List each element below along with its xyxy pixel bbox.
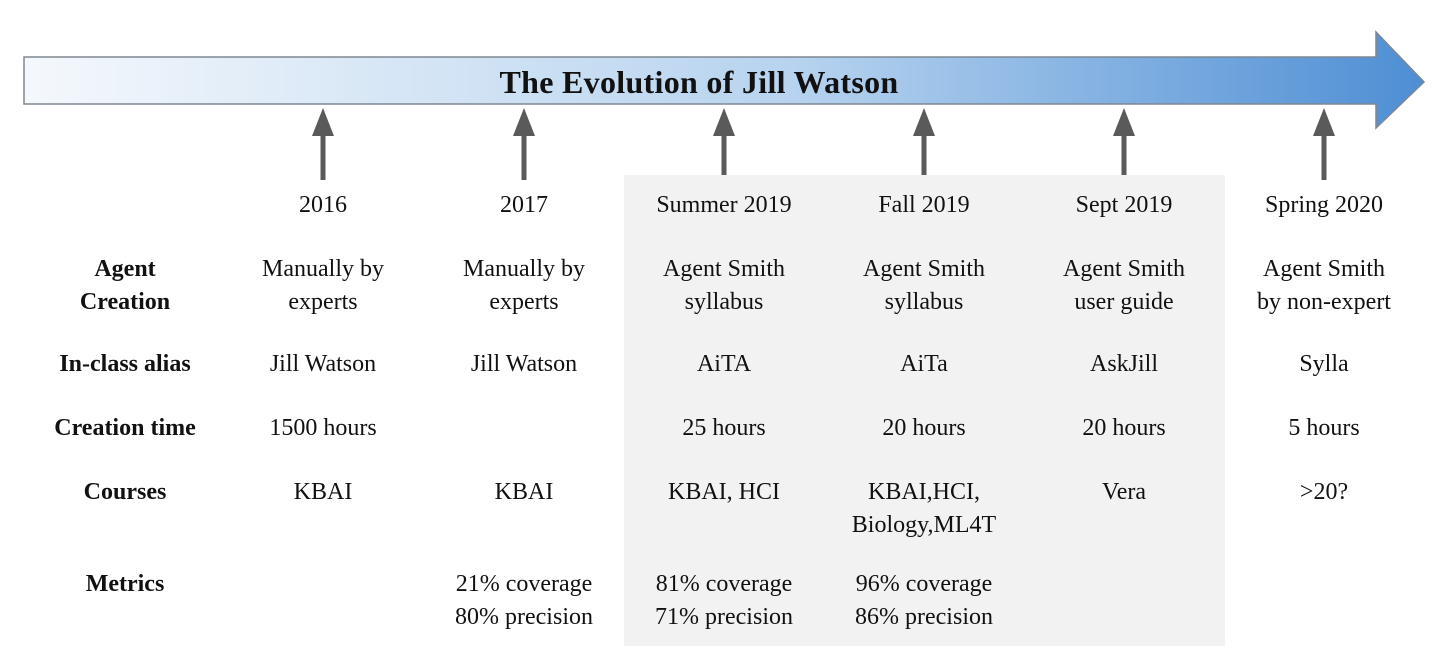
milestone-metrics: 21% coverage <box>455 571 593 597</box>
milestone-date: Sept 2019 <box>1075 192 1173 218</box>
milestone-pointer-arrow <box>1313 108 1335 180</box>
milestone-agent-creation: Agent Smith <box>862 256 985 282</box>
milestone-pointer-head <box>713 108 735 136</box>
milestone-pointer-arrow <box>312 108 334 180</box>
milestone-creation-time: 20 hours <box>882 415 966 441</box>
milestone-pointer-head <box>1113 108 1135 136</box>
milestone-pointer-shaft <box>320 132 326 180</box>
milestone-agent-creation: user guide <box>1074 289 1174 315</box>
milestone-pointer-head <box>913 108 935 136</box>
milestone-agent-creation: Manually by <box>463 256 585 282</box>
milestone-pointer-head <box>1313 108 1335 136</box>
row-label-metrics: Metrics <box>85 571 165 597</box>
milestone-date: 2017 <box>500 192 548 218</box>
milestone-date: Spring 2020 <box>1264 192 1383 218</box>
milestone-pointer-arrow <box>713 108 735 180</box>
milestone-courses: Vera <box>1102 479 1146 505</box>
milestone-alias: Sylla <box>1299 351 1349 377</box>
milestone-pointer-head <box>513 108 535 136</box>
milestone-alias: Jill Watson <box>269 351 377 377</box>
milestone-agent-creation: syllabus <box>684 289 764 315</box>
row-label-courses: Courses <box>83 479 167 505</box>
milestone-metrics: 71% precision <box>655 604 793 630</box>
recent-versions-highlight <box>624 175 1225 646</box>
milestone-courses: KBAI <box>494 479 554 505</box>
milestone-pointer-shaft <box>721 132 727 180</box>
milestone-date: 2016 <box>299 192 347 218</box>
milestone-pointer-arrow <box>513 108 535 180</box>
row-label-creation-time: Creation time <box>54 415 196 441</box>
milestone-agent-creation: Agent Smith <box>1262 256 1385 282</box>
milestone-creation-time: 20 hours <box>1082 415 1166 441</box>
milestone-courses: Biology,ML4T <box>851 512 997 538</box>
milestone-agent-creation: Agent Smith <box>662 256 785 282</box>
milestone-alias: AiTa <box>900 351 948 377</box>
milestone-courses: KBAI <box>293 479 353 505</box>
milestone-agent-creation: Manually by <box>262 256 384 282</box>
milestone-agent-creation: experts <box>489 289 559 315</box>
milestone-pointer-shaft <box>521 132 527 180</box>
milestone-pointer-arrow <box>913 108 935 180</box>
milestone-agent-creation: syllabus <box>884 289 964 315</box>
milestone-agent-creation: by non-expert <box>1257 289 1391 315</box>
milestone-alias: AskJill <box>1089 351 1158 377</box>
milestone-pointer-shaft <box>1121 132 1127 180</box>
milestone-pointer-head <box>312 108 334 136</box>
row-label-agent-creation: Agent Creation <box>20 253 230 319</box>
timeline-arrow-body <box>23 30 1426 130</box>
row-label-alias: In-class alias <box>59 351 191 377</box>
milestone-courses: KBAI, HCI <box>668 479 780 505</box>
milestone-date: Summer 2019 <box>656 192 792 218</box>
milestone-pointer-arrow <box>1113 108 1135 180</box>
milestone-creation-time: 1500 hours <box>269 415 377 441</box>
milestone-date: Fall 2019 <box>878 192 970 218</box>
milestone-metrics: 96% coverage <box>855 571 993 597</box>
row-label-agent-creation-line: Agent <box>94 256 156 282</box>
milestone-agent-creation: experts <box>288 289 358 315</box>
milestone-pointer-shaft <box>921 132 927 180</box>
milestone-courses: >20? <box>1299 479 1349 505</box>
milestone-courses: KBAI,HCI, <box>868 479 980 505</box>
milestone-metrics: 86% precision <box>855 604 993 630</box>
milestone-pointer-shaft <box>1321 132 1327 180</box>
milestone-metrics: 81% coverage <box>655 571 793 597</box>
milestone-alias: AiTA <box>696 351 752 377</box>
milestone-alias: Jill Watson <box>470 351 578 377</box>
diagram-title: The Evolution of Jill Watson <box>499 63 899 100</box>
milestone-creation-time: 25 hours <box>682 415 766 441</box>
milestone-agent-creation: Agent Smith <box>1062 256 1185 282</box>
milestone-metrics: 80% precision <box>455 604 593 630</box>
milestone-creation-time: 5 hours <box>1288 415 1360 441</box>
row-label-agent-creation-line: Creation <box>79 289 171 315</box>
